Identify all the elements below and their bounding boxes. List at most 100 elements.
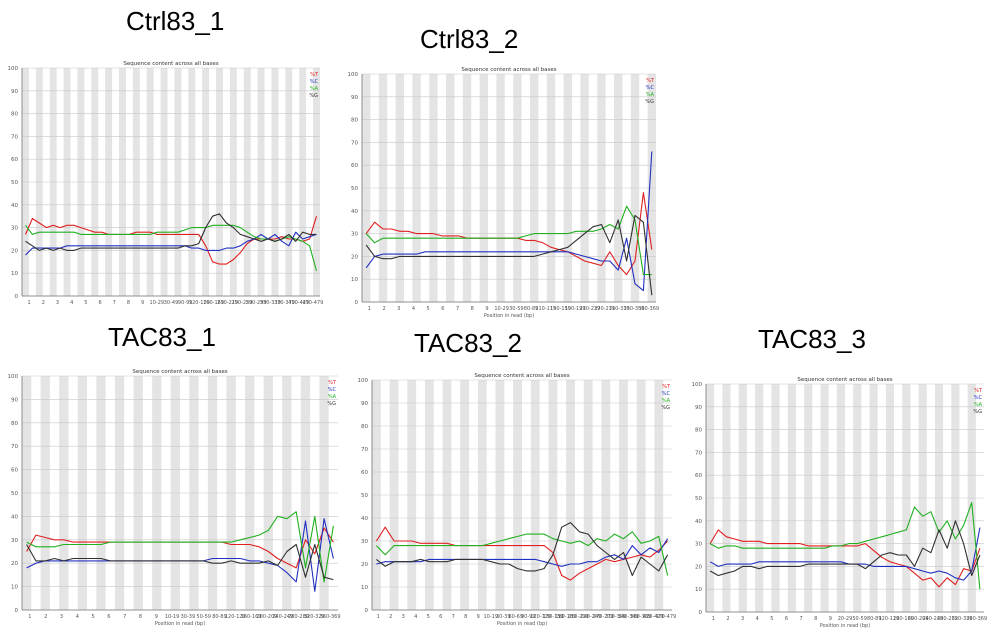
y-tick-label: 40 — [695, 519, 702, 525]
chart-title: Sequence content across all bases — [474, 373, 569, 379]
y-tick-label: 0 — [355, 300, 359, 306]
x-tick-label: 10-29 — [494, 306, 509, 312]
y-tick-label: 90 — [11, 89, 18, 95]
panel-title-tac83-3: TAC83_3 — [758, 324, 866, 354]
x-tick-label: 60-69 — [508, 614, 523, 620]
legend-entry: %G — [973, 409, 982, 415]
y-tick-label: 30 — [11, 226, 18, 232]
x-tick-label: 9 — [485, 306, 488, 312]
x-tick-label: 7 — [113, 300, 116, 304]
x-tick-label: 370-379 — [274, 300, 295, 304]
series-line-t — [709, 529, 981, 588]
y-tick-label: 10 — [695, 587, 702, 593]
x-axis-label: Position in read (bp) — [484, 313, 534, 318]
y-tick-label: 20 — [351, 254, 358, 260]
legend-entry: %C — [646, 85, 655, 91]
series-line-g — [365, 214, 653, 296]
x-tick-label: 330-339 — [260, 300, 281, 304]
x-tick-label: 320-329 — [952, 616, 973, 622]
x-tick-label: 7 — [800, 616, 803, 622]
y-tick-label: 90 — [11, 397, 18, 403]
x-tick-label: 3 — [56, 300, 59, 304]
y-tick-label: 40 — [351, 209, 358, 215]
y-tick-label: 30 — [361, 539, 368, 545]
x-tick-label: 320-329 — [304, 614, 325, 620]
x-tick-label: 50-59 — [852, 616, 867, 622]
x-tick-label: 10-19 — [483, 614, 498, 620]
y-tick-label: 80 — [11, 112, 18, 118]
y-tick-label: 50 — [11, 491, 18, 497]
x-tick-label: 6 — [107, 614, 110, 620]
x-tick-label: 230-239 — [579, 306, 600, 312]
x-tick-label: 410-429 — [288, 300, 309, 304]
y-tick-label: 90 — [361, 401, 368, 407]
y-tick-label: 70 — [351, 140, 358, 146]
y-tick-label: 50 — [11, 180, 18, 186]
x-tick-label: 340-349 — [618, 614, 639, 620]
x-tick-label: 90-99 — [178, 300, 193, 304]
y-tick-label: 20 — [11, 248, 18, 254]
x-tick-label: 2 — [389, 614, 392, 620]
x-tick-label: 9 — [141, 300, 144, 304]
legend-entry: %C — [328, 387, 337, 393]
x-tick-label: 270-279 — [593, 614, 614, 620]
x-tick-label: 5 — [84, 300, 87, 304]
y-tick-label: 70 — [11, 134, 18, 140]
x-tick-label: 6 — [785, 616, 788, 622]
x-tick-label: 4 — [412, 306, 415, 312]
legend-entry: %C — [662, 391, 671, 397]
x-tick-label: 9 — [477, 614, 480, 620]
y-tick-label: 70 — [11, 444, 18, 450]
y-tick-label: 0 — [15, 294, 19, 300]
x-tick-label: 120-129 — [878, 616, 899, 622]
y-tick-label: 10 — [11, 585, 18, 591]
x-tick-label: 7 — [452, 614, 455, 620]
x-tick-label: 30-39 — [496, 614, 511, 620]
chart-ctrl83-1: Sequence content across all bases 0 10 20 30… — [8, 61, 324, 304]
x-tick-label: 210-219 — [217, 300, 238, 304]
x-tick-label: 2 — [382, 306, 385, 312]
y-tick-label: 100 — [692, 382, 703, 388]
y-tick-label: 50 — [351, 186, 358, 192]
chart-title: Sequence content across all bases — [797, 377, 892, 383]
legend-entry: %C — [974, 395, 983, 401]
series-line-c — [709, 527, 981, 581]
x-axis-label: Position in read (bp) — [497, 621, 547, 626]
x-tick-label: 420-429 — [643, 614, 664, 620]
x-tick-label: 240-249 — [922, 616, 943, 622]
x-tick-label: 150-159 — [550, 306, 571, 312]
x-tick-label: 8 — [139, 614, 142, 620]
x-tick-label: 210-219 — [568, 614, 589, 620]
y-tick-label: 100 — [8, 66, 19, 72]
series-line-c — [365, 151, 653, 292]
x-tick-label: 5 — [427, 614, 430, 620]
x-tick-label: 5 — [427, 306, 430, 312]
x-tick-label: 30-49 — [164, 300, 179, 304]
x-tick-label: 270-279 — [594, 306, 615, 312]
x-tick-label: 360-369 — [966, 616, 987, 622]
x-tick-label: 360-369 — [638, 306, 659, 312]
x-tick-label: 290-299 — [246, 300, 267, 304]
x-tick-label: 2 — [726, 616, 729, 622]
x-tick-label: 50-59 — [196, 614, 211, 620]
chart-title: Sequence content across all bases — [461, 67, 556, 73]
x-tick-label: 380-389 — [630, 614, 651, 620]
y-tick-label: 60 — [11, 468, 18, 474]
x-tick-label: 10-29 — [150, 300, 165, 304]
legend-entry: %G — [327, 401, 336, 407]
x-tick-label: 7 — [456, 306, 459, 312]
x-tick-label: 1 — [377, 614, 380, 620]
x-tick-label: 300-309 — [605, 614, 626, 620]
legend-entry: %C — [310, 79, 319, 85]
x-tick-label: 110-119 — [535, 306, 556, 312]
y-tick-label: 60 — [11, 157, 18, 163]
x-tick-label: 3 — [397, 306, 400, 312]
x-tick-label: 80-89 — [867, 616, 882, 622]
panel-title-tac83-2: TAC83_2 — [414, 328, 522, 358]
x-tick-label: 6 — [439, 614, 442, 620]
x-tick-label: 8 — [471, 306, 474, 312]
x-tick-label: 470-479 — [302, 300, 323, 304]
x-tick-label: 240-249 — [580, 614, 601, 620]
y-tick-label: 10 — [351, 277, 358, 283]
x-tick-label: 5 — [770, 616, 773, 622]
